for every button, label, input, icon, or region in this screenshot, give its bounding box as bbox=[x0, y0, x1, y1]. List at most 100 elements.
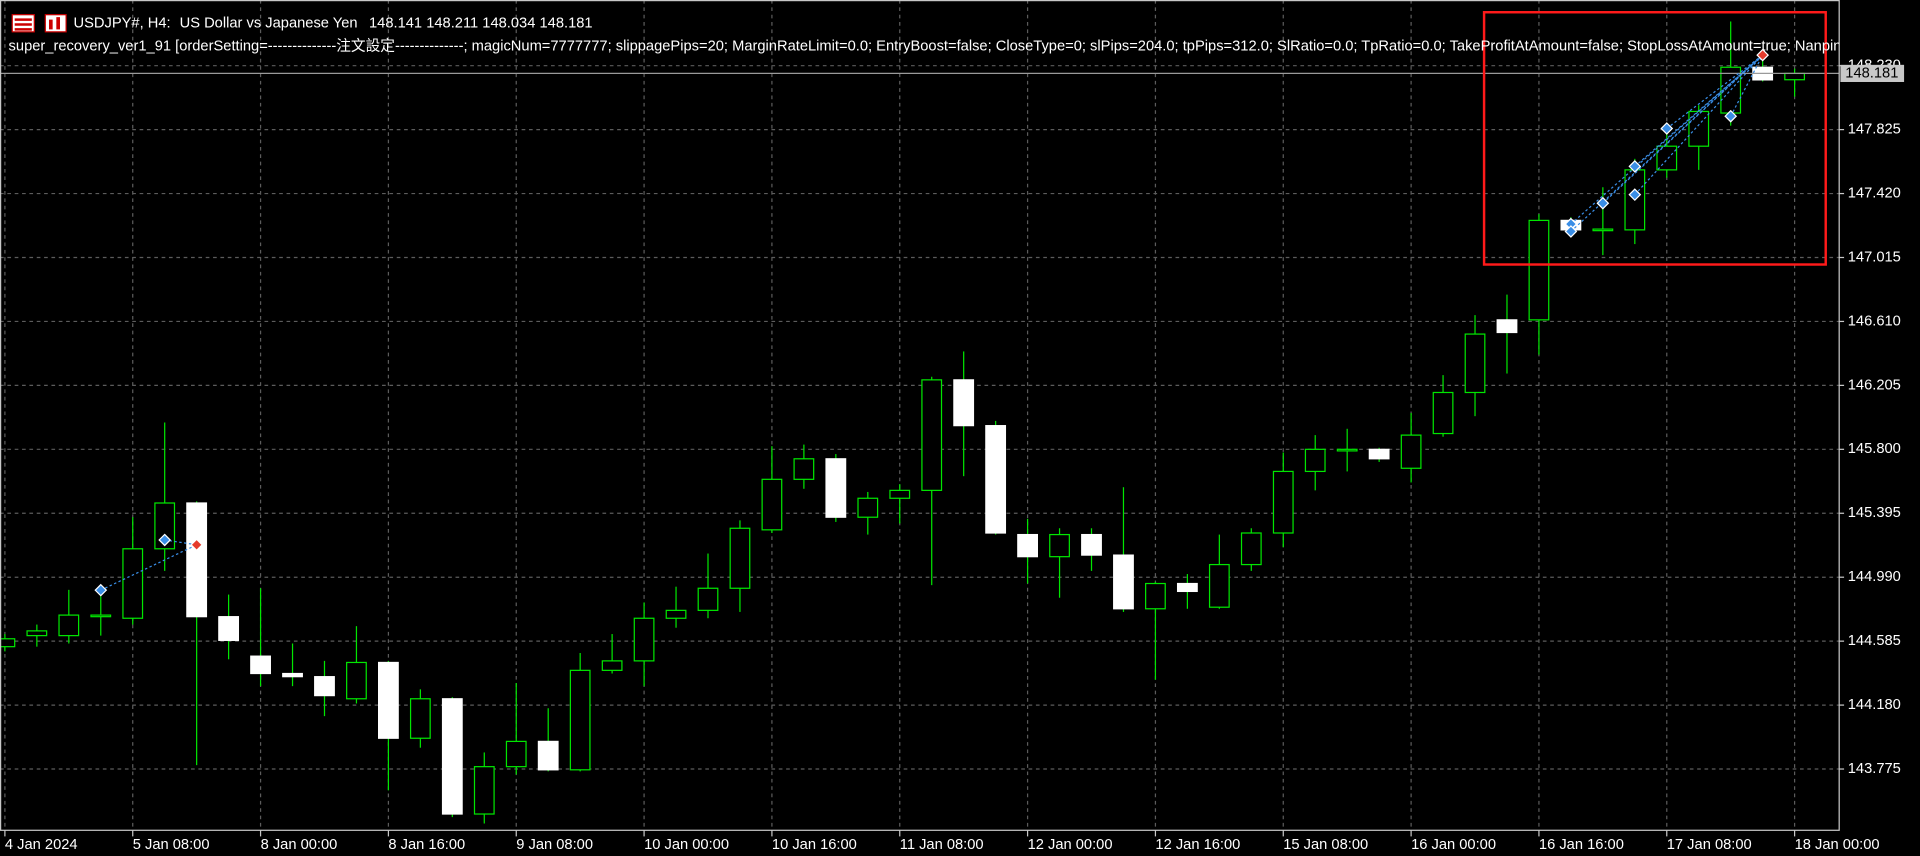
y-tick-label: 147.015 bbox=[1848, 249, 1901, 265]
order-marker bbox=[190, 538, 204, 552]
x-tick-label: 15 Jan 08:00 bbox=[1283, 837, 1368, 853]
candle-body bbox=[537, 740, 559, 771]
candle-body bbox=[1113, 554, 1134, 610]
bid-label: 148.181 bbox=[1845, 65, 1898, 81]
candle-body bbox=[793, 458, 815, 480]
candle-body bbox=[889, 489, 911, 499]
order-marker bbox=[1756, 48, 1770, 62]
candle-body bbox=[473, 766, 495, 815]
order-link bbox=[1634, 54, 1764, 196]
candle-body bbox=[250, 655, 271, 675]
bid-label-box bbox=[1840, 64, 1905, 82]
candle-body bbox=[1496, 319, 1518, 334]
candle-body bbox=[314, 676, 335, 697]
order-marker bbox=[158, 533, 172, 547]
x-tick-label: 17 Jan 08:00 bbox=[1667, 837, 1752, 853]
candle-body bbox=[186, 502, 208, 618]
order-marker bbox=[94, 583, 108, 597]
y-tick-label: 144.990 bbox=[1848, 569, 1901, 585]
order-marker bbox=[1628, 188, 1642, 202]
x-tick-label: 5 Jan 08:00 bbox=[133, 837, 210, 853]
x-tick-label: 16 Jan 16:00 bbox=[1539, 837, 1624, 853]
order-marker bbox=[1628, 160, 1642, 173]
candle-body bbox=[601, 660, 623, 671]
description: US Dollar vs Japanese Yen bbox=[180, 15, 358, 31]
candle-body bbox=[1017, 533, 1039, 558]
y-tick-label: 144.180 bbox=[1848, 697, 1901, 713]
order-marker bbox=[1724, 109, 1738, 123]
subtitle: super_recovery_ver1_91 [orderSetting=---… bbox=[9, 37, 1913, 54]
icon-chart bbox=[44, 14, 67, 33]
candle-body bbox=[1592, 228, 1614, 232]
y-tick-label: 147.420 bbox=[1848, 185, 1901, 201]
high-price: 148.211 bbox=[426, 15, 478, 31]
order-link bbox=[1570, 54, 1764, 225]
candle-body bbox=[985, 425, 1007, 534]
candle-body bbox=[1081, 533, 1102, 556]
order-marker bbox=[1564, 225, 1578, 238]
x-tick-label: 16 Jan 00:00 bbox=[1411, 837, 1496, 853]
order-link bbox=[100, 544, 197, 591]
icon-bar bbox=[56, 17, 60, 30]
x-tick-label: 10 Jan 00:00 bbox=[644, 837, 729, 853]
x-tick-label: 10 Jan 16:00 bbox=[772, 837, 857, 853]
candle-body bbox=[1432, 391, 1454, 435]
candle-body bbox=[569, 669, 591, 771]
candle-body bbox=[1400, 434, 1422, 469]
candle-body bbox=[729, 527, 751, 589]
x-tick-label: 11 Jan 08:00 bbox=[900, 837, 984, 853]
order-link bbox=[1602, 54, 1764, 204]
order-marker bbox=[1660, 122, 1674, 135]
candle-body bbox=[122, 548, 144, 619]
order-marker bbox=[1596, 196, 1610, 210]
axes: 143.775 144.180 144.585 144.990 145.395 145.8… bbox=[4, 58, 1905, 853]
x-tick-label: 4 Jan 2024 bbox=[5, 837, 78, 853]
low-price: 148.034 bbox=[482, 15, 535, 31]
candle-body bbox=[1176, 582, 1198, 593]
y-tick-label: 146.610 bbox=[1848, 313, 1901, 329]
x-tick-label: 9 Jan 08:00 bbox=[516, 837, 593, 853]
y-tick-label: 145.800 bbox=[1848, 441, 1901, 457]
candle-body bbox=[1240, 532, 1262, 566]
candle-body bbox=[921, 379, 943, 491]
candle-body bbox=[697, 587, 719, 611]
x-tick-label: 12 Jan 16:00 bbox=[1155, 837, 1240, 853]
close-price: 148.181 bbox=[540, 15, 593, 31]
order-markers bbox=[94, 48, 1770, 597]
candle-body bbox=[825, 458, 847, 518]
y-tick-label: 146.205 bbox=[1848, 377, 1901, 393]
order-link bbox=[1730, 54, 1764, 117]
candle-body bbox=[409, 698, 431, 739]
candle-body bbox=[58, 614, 80, 637]
candle-body bbox=[1208, 563, 1230, 608]
order-link bbox=[1570, 54, 1764, 232]
y-tick-label: 147.825 bbox=[1848, 121, 1901, 137]
x-tick-label: 12 Jan 00:00 bbox=[1028, 837, 1113, 853]
candle-body bbox=[1145, 582, 1166, 610]
candle-body bbox=[282, 672, 303, 678]
open-price: 148.141 bbox=[369, 15, 422, 31]
candle-body bbox=[1368, 448, 1390, 460]
order-link bbox=[1634, 54, 1764, 167]
order-link bbox=[1666, 54, 1764, 129]
candle-body bbox=[154, 502, 176, 550]
candle-body bbox=[1528, 219, 1550, 321]
x-tick-label: 8 Jan 00:00 bbox=[261, 837, 338, 853]
candle-body bbox=[1336, 448, 1358, 452]
candle-body bbox=[633, 617, 655, 662]
highlight-box bbox=[1482, 11, 1827, 266]
candle-body bbox=[857, 497, 879, 518]
y-tick-label: 144.585 bbox=[1848, 633, 1901, 649]
header: USDJPY#, H4: US Dollar vs Japanese Yen 1… bbox=[73, 15, 592, 31]
x-tick-label: 8 Jan 16:00 bbox=[388, 837, 465, 853]
candle-body bbox=[346, 661, 367, 700]
candle-body bbox=[1049, 533, 1070, 558]
candle-body bbox=[665, 609, 687, 619]
candle-body bbox=[1304, 448, 1326, 473]
candle-body bbox=[1272, 470, 1294, 534]
y-tick-label: 143.775 bbox=[1848, 761, 1901, 777]
y-tick-label: 145.395 bbox=[1848, 505, 1901, 521]
header-icons bbox=[11, 14, 67, 33]
